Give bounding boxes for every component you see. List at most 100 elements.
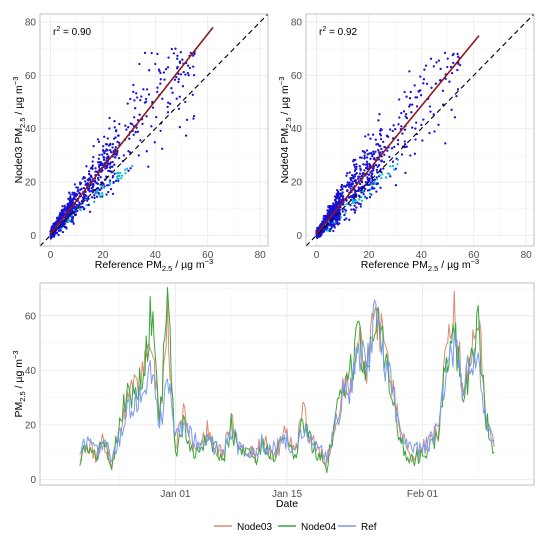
- x-tick-label: Jan 15: [272, 489, 302, 500]
- scatter-point: [378, 112, 381, 116]
- scatter-point: [87, 203, 90, 206]
- scatter-point: [403, 90, 406, 94]
- scatter-point: [336, 195, 339, 199]
- scatter-point: [70, 219, 73, 222]
- scatter-point: [333, 207, 336, 210]
- scatter-point: [332, 205, 335, 208]
- scatter-point: [361, 190, 364, 193]
- scatter-point: [117, 179, 120, 183]
- scatter-point: [333, 226, 336, 229]
- y-axis-title-sub: 2.5: [18, 117, 27, 127]
- one-to-one-line: [39, 13, 269, 247]
- y-tick-label: 40: [291, 124, 303, 135]
- r2-annotation-value: = 0.90: [60, 27, 91, 38]
- scatter-point: [101, 153, 104, 156]
- scatter-point: [65, 214, 69, 217]
- scatter-point: [369, 171, 372, 174]
- scatter-point: [136, 130, 140, 133]
- scatter-point: [354, 190, 357, 193]
- scatter-point: [457, 62, 460, 65]
- scatter-point: [118, 122, 121, 126]
- y-axis-title-unit: / µg m: [279, 85, 291, 118]
- scatter-point: [458, 63, 462, 67]
- scatter-point: [377, 149, 380, 152]
- scatter-point: [111, 142, 115, 146]
- scatter-point: [351, 198, 354, 202]
- scatter-point: [339, 194, 343, 198]
- tick-labels: 0 20 40 60 80 0 20 40 60 80: [291, 18, 532, 262]
- scatter-point: [66, 205, 70, 209]
- scatter-point: [362, 193, 365, 196]
- scatter-point: [120, 177, 123, 180]
- scatter-point: [55, 228, 58, 231]
- r2-annotation-value: = 0.92: [326, 27, 357, 38]
- scatter-point: [378, 153, 381, 156]
- scatter-point: [166, 111, 170, 114]
- scatter-point: [98, 153, 101, 157]
- scatter-point: [96, 161, 100, 164]
- scatter-point: [55, 231, 59, 234]
- scatter-point: [128, 151, 132, 154]
- scatter-point: [366, 153, 369, 156]
- scatter-point: [404, 113, 408, 116]
- scatter-point: [109, 151, 113, 154]
- scatter-point: [63, 204, 66, 208]
- scatter-point: [388, 128, 392, 131]
- scatter-point: [99, 188, 102, 192]
- scatter-point: [96, 176, 100, 180]
- scatter-point: [175, 76, 178, 79]
- scatter-point: [378, 144, 381, 147]
- scatter-point: [369, 137, 372, 140]
- scatter-point: [142, 88, 145, 91]
- scatter-point: [358, 187, 361, 190]
- scatter-point: [100, 187, 103, 190]
- scatter-point: [173, 78, 177, 81]
- scatter-point: [129, 167, 132, 170]
- fit-line: [49, 26, 214, 235]
- scatter-point: [374, 150, 377, 153]
- y-axis-title-unit: / µg m: [13, 85, 25, 118]
- scatter-point: [391, 164, 394, 168]
- scatter-point: [136, 96, 139, 99]
- gridlines: [306, 14, 534, 246]
- scatter-point: [348, 218, 351, 221]
- scatter-point: [354, 199, 357, 202]
- scatter-point: [86, 178, 89, 182]
- y-axis-title: Node04 PM2.5 / µg m−3: [277, 77, 293, 184]
- y-tick-label: 80: [25, 18, 37, 29]
- scatter-point: [97, 178, 100, 181]
- scatter-point: [329, 227, 333, 231]
- scatter-point: [351, 180, 354, 183]
- scatter-point: [381, 173, 384, 176]
- scatter-point: [94, 181, 97, 184]
- scatter-point: [361, 172, 365, 176]
- scatter-point: [363, 196, 366, 199]
- scatter-point: [151, 106, 155, 109]
- scatter-point: [72, 193, 75, 196]
- scatter-point: [348, 183, 351, 187]
- scatter-point: [333, 195, 337, 198]
- scatter-point: [177, 80, 180, 84]
- y-axis-title-sup: −3: [11, 77, 20, 86]
- scatter-point: [113, 156, 117, 159]
- scatter-point: [394, 184, 398, 187]
- scatter-point: [391, 160, 395, 163]
- scatter-point: [382, 160, 386, 164]
- scatter-point: [435, 61, 438, 64]
- legend-item-node03: Node03: [214, 522, 272, 533]
- scatter-point: [332, 229, 335, 233]
- scatter-point: [332, 223, 336, 227]
- scatter-point: [365, 149, 369, 152]
- scatter-point: [71, 191, 74, 194]
- scatter-point: [359, 205, 362, 208]
- scatter-point: [374, 138, 377, 141]
- scatter-point: [128, 137, 131, 140]
- scatter-point: [79, 203, 82, 206]
- scatter-point: [358, 156, 362, 159]
- scatter-point: [141, 122, 144, 126]
- scatter-point: [108, 179, 112, 182]
- scatter-point: [368, 183, 371, 187]
- scatter-point: [111, 176, 114, 179]
- scatter-point: [91, 167, 94, 170]
- scatter-point: [87, 197, 90, 200]
